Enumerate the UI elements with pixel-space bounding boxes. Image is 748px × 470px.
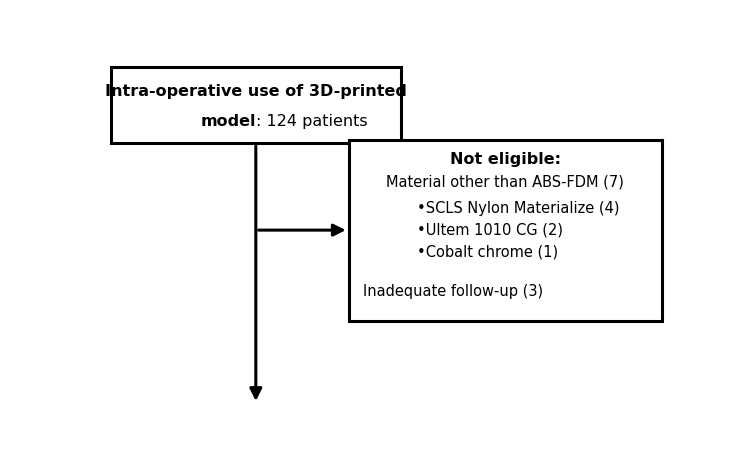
Text: Material other than ABS-FDM (7): Material other than ABS-FDM (7) [386,175,624,190]
FancyBboxPatch shape [349,140,661,321]
Text: Inadequate follow-up (3): Inadequate follow-up (3) [363,284,543,299]
Text: Not eligible:: Not eligible: [450,152,560,167]
Text: •Ultem 1010 CG (2): •Ultem 1010 CG (2) [417,223,563,238]
Text: model: model [200,115,256,129]
FancyBboxPatch shape [111,67,401,143]
Text: : 124 patients: : 124 patients [256,115,367,129]
Text: •Cobalt chrome (1): •Cobalt chrome (1) [417,244,559,259]
Text: •SCLS Nylon Materialize (4): •SCLS Nylon Materialize (4) [417,201,620,216]
Text: Intra-operative use of 3D-printed: Intra-operative use of 3D-printed [105,84,407,99]
